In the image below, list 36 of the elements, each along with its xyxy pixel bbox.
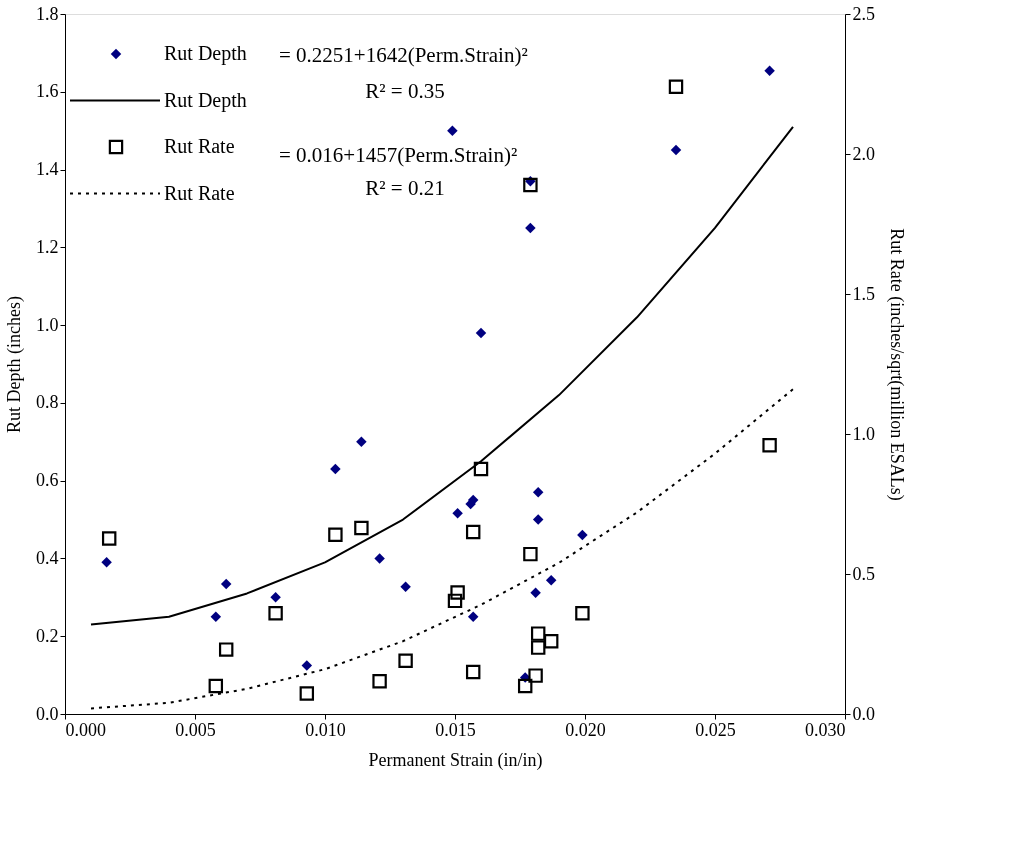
legend-label: Rut Depth	[164, 88, 247, 112]
annotation: = 0.016+1457(Perm.Strain)²	[279, 143, 518, 167]
x-tick-label: 0.015	[435, 719, 476, 740]
y-tick-label: 0.0	[36, 703, 59, 724]
y-tick-label: 1.8	[36, 3, 59, 24]
y2-axis-title: Rut Rate (inches/sqrt(million ESALs)	[886, 228, 907, 501]
line-series	[90, 125, 794, 626]
y-tick-label: 0.2	[36, 625, 59, 646]
y-tick-label: 0.4	[36, 547, 59, 568]
x-tick-label: 0.005	[175, 719, 216, 740]
x-tick-label: 0.000	[65, 719, 106, 740]
y2-tick-label: 0.5	[852, 563, 875, 584]
x-axis-title: Permanent Strain (in/in)	[368, 749, 543, 771]
y-tick-label: 0.8	[36, 392, 59, 413]
annotation: R² = 0.21	[365, 176, 445, 200]
y-tick-label: 0.6	[36, 470, 59, 491]
annotation: R² = 0.35	[365, 79, 445, 103]
legend-label: Rut Rate	[164, 135, 235, 157]
x-tick-label: 0.025	[695, 719, 736, 740]
y2-tick-label: 2.5	[852, 3, 875, 24]
y2-tick-label: 1.0	[852, 423, 875, 444]
y-tick-label: 1.4	[36, 159, 59, 180]
x-tick-label: 0.010	[305, 719, 346, 740]
legend-label: Rut Depth	[164, 42, 247, 65]
x-tick-label: 0.020	[565, 719, 606, 740]
y-tick-label: 1.2	[36, 236, 59, 257]
x-tick-label: 0.030	[805, 719, 846, 740]
y-axis-title: Rut Depth (inches)	[4, 296, 25, 433]
y2-tick-label: 2.0	[852, 143, 875, 164]
legend-label: Rut Rate	[164, 181, 235, 204]
y-tick-label: 1.6	[36, 81, 59, 102]
y-tick-label: 1.0	[36, 314, 59, 335]
y2-tick-label: 1.5	[852, 283, 875, 304]
y2-tick-label: 0.0	[852, 703, 875, 724]
line-series	[90, 388, 794, 710]
annotation: = 0.2251+1642(Perm.Strain)²	[279, 43, 528, 67]
